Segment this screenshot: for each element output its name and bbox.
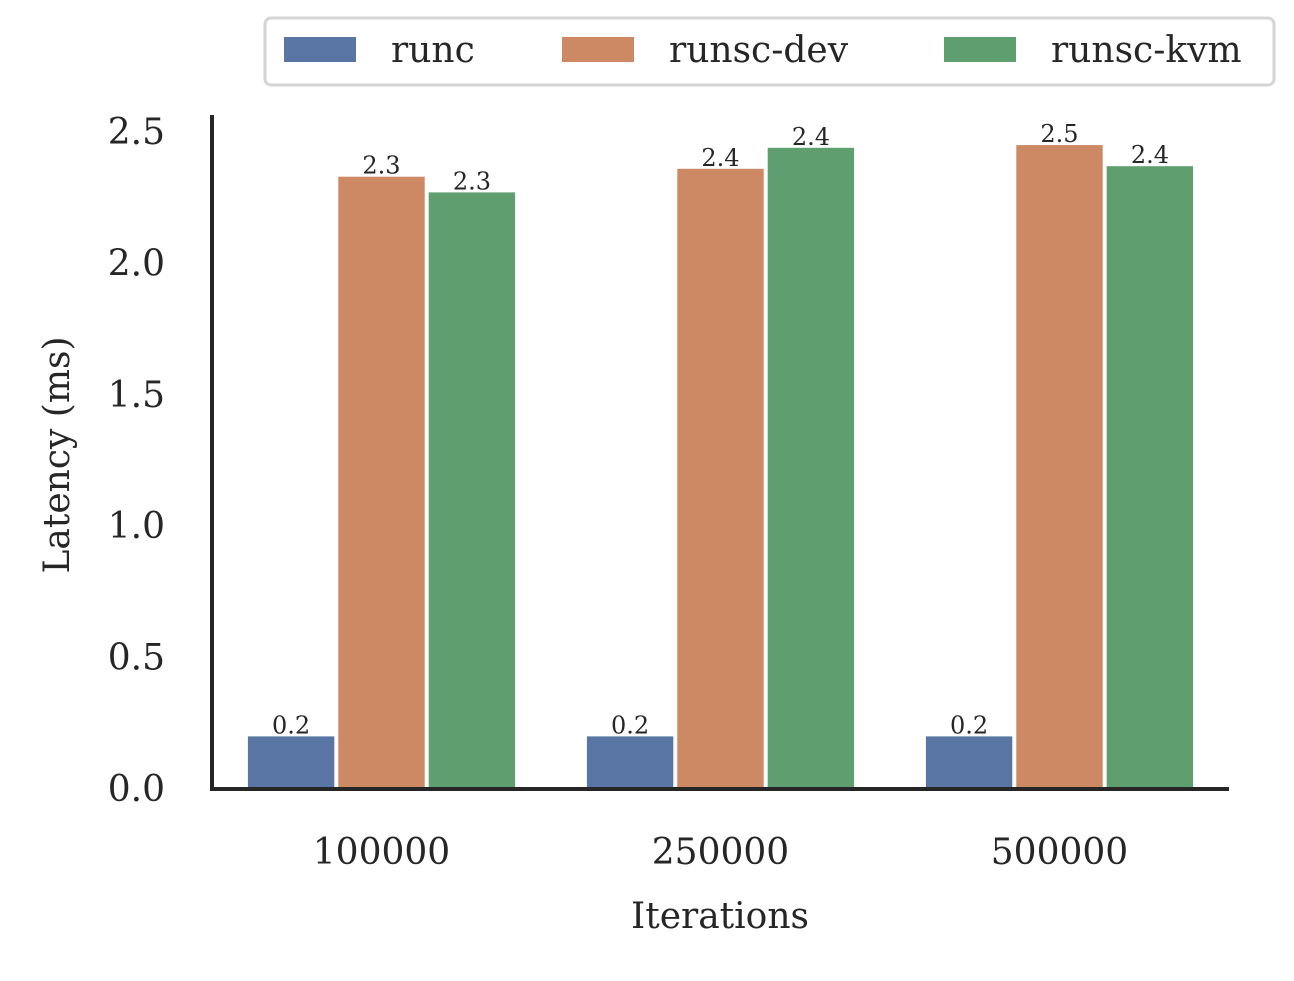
x-tick-label: 100000 [313, 832, 450, 873]
bar-runsc-dev-100000 [338, 176, 425, 789]
data-label-runc-100000: 0.2 [272, 711, 310, 739]
x-tick-label: 500000 [991, 832, 1128, 873]
bar-runsc-kvm-500000 [1106, 166, 1194, 789]
y-axis-label: Latency (ms) [37, 337, 78, 574]
bars [247, 145, 1194, 790]
bar-runsc-kvm-100000 [428, 192, 516, 789]
legend-label-runsc-dev: runsc-dev [669, 30, 849, 71]
y-tick-label: 2.0 [108, 243, 165, 284]
bar-runc-500000 [925, 736, 1013, 789]
axes: 100000 250000 500000 0.0 0.5 1.0 1.5 2.0 2.5 [108, 112, 1229, 873]
bar-runc-250000 [586, 736, 674, 789]
data-label-runsc-kvm-100000: 2.3 [453, 167, 491, 195]
data-label-runsc-dev-250000: 2.4 [701, 144, 739, 172]
bar-runsc-dev-500000 [1016, 145, 1103, 790]
y-tick-label: 0.0 [108, 769, 165, 810]
data-label-runsc-dev-500000: 2.5 [1040, 120, 1078, 148]
data-label-runc-500000: 0.2 [950, 711, 988, 739]
legend-frame [263, 16, 1276, 87]
x-tick-label: 250000 [652, 832, 789, 873]
data-label-runsc-kvm-250000: 2.4 [792, 123, 830, 151]
y-tick-label: 1.0 [108, 506, 165, 547]
legend-swatch-runc [284, 37, 356, 62]
y-tick-label: 2.5 [108, 112, 165, 153]
data-label-runsc-kvm-500000: 2.4 [1131, 141, 1169, 169]
x-axis-label: Iterations [631, 896, 809, 937]
bar-runsc-dev-250000 [677, 168, 764, 790]
bar-runsc-kvm-250000 [767, 147, 855, 790]
legend-label-runc: runc [391, 30, 475, 71]
legend-label-runsc-kvm: runsc-kvm [1051, 30, 1242, 71]
legend: runc runsc-dev runsc-kvm [263, 16, 1276, 87]
data-label-runsc-dev-100000: 2.3 [362, 152, 400, 180]
legend-swatch-runsc-kvm [944, 37, 1016, 62]
legend-swatch-runsc-dev [562, 37, 634, 62]
data-labels: 0.2 2.3 2.3 0.2 2.4 2.4 0.2 2.5 2.4 [272, 120, 1169, 739]
data-label-runc-250000: 0.2 [611, 711, 649, 739]
y-tick-label: 0.5 [108, 638, 165, 679]
y-tick-label: 1.5 [108, 375, 165, 416]
bar-runc-100000 [247, 736, 335, 789]
